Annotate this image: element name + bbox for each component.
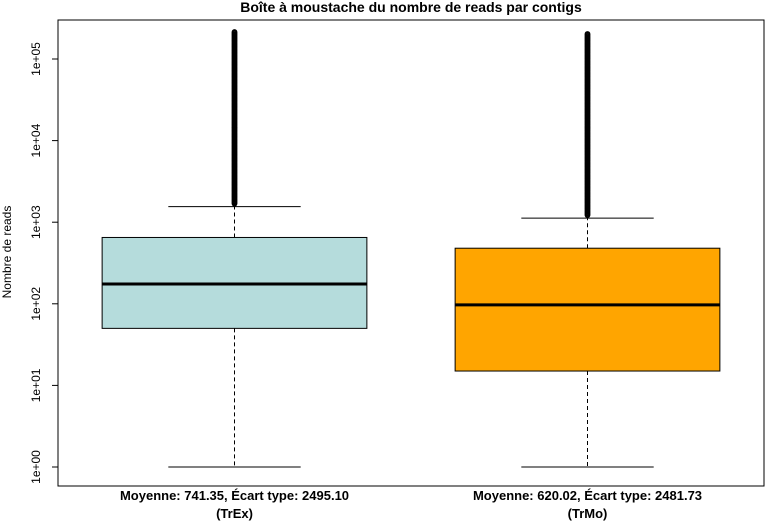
- y-tick-label: 1e+00: [29, 450, 43, 484]
- y-axis-label: Nombre de reads: [0, 206, 14, 299]
- outlier-point: [231, 29, 238, 35]
- box-iqr: [454, 247, 721, 372]
- outliers: [584, 31, 591, 219]
- x-axis-labels: Moyenne: 741.35, Écart type: 2495.10 (TrE…: [120, 488, 702, 521]
- outlier-point: [584, 31, 591, 37]
- y-tick-label: 1e+04: [29, 123, 43, 157]
- boxes-layer: [101, 29, 721, 468]
- y-tick-label: 1e+02: [29, 287, 43, 321]
- y-tick-label: 1e+03: [29, 205, 43, 239]
- category-name-label: (TrEx): [216, 506, 253, 521]
- y-axis: 1e+00 1e+01 1e+02 1e+03 1e+04 1e+05: [29, 42, 59, 484]
- outliers: [231, 29, 238, 207]
- box-trmo: [454, 31, 721, 468]
- y-tick-label: 1e+05: [29, 42, 43, 76]
- category-name-label: (TrMo): [568, 506, 608, 521]
- category-stats-label: Moyenne: 620.02, Écart type: 2481.73: [473, 488, 702, 503]
- box-trex: [101, 29, 368, 468]
- chart-title: Boîte à moustache du nombre de reads par…: [240, 0, 582, 15]
- y-tick-label: 1e+01: [29, 368, 43, 402]
- category-stats-label: Moyenne: 741.35, Écart type: 2495.10: [120, 488, 349, 503]
